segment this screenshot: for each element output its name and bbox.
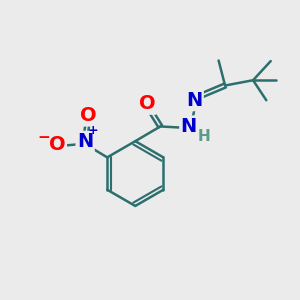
Text: H: H bbox=[197, 129, 210, 144]
Text: O: O bbox=[49, 136, 65, 154]
Text: N: N bbox=[181, 117, 197, 136]
Text: O: O bbox=[80, 106, 96, 125]
Text: +: + bbox=[88, 124, 99, 137]
Text: O: O bbox=[139, 94, 155, 113]
Text: N: N bbox=[77, 132, 93, 151]
Text: −: − bbox=[38, 130, 50, 145]
Text: N: N bbox=[186, 91, 202, 110]
